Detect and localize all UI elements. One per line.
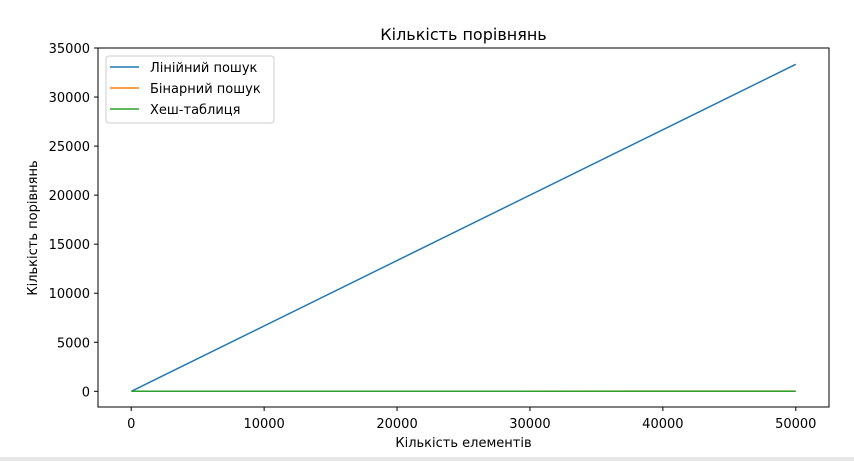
- y-tick-label: 15000: [49, 238, 90, 253]
- y-axis-ticks: 0 5000 10000 15000 20000 25000 30000 35000: [49, 42, 98, 400]
- x-tick-label: 40000: [642, 417, 683, 432]
- x-tick-label: 20000: [376, 417, 417, 432]
- x-tick-label: 10000: [243, 417, 284, 432]
- y-tick-label: 35000: [49, 42, 90, 57]
- y-tick-label: 0: [82, 385, 90, 400]
- y-tick-label: 30000: [49, 91, 90, 106]
- x-axis-ticks: 0 10000 20000 30000 40000 50000: [127, 407, 816, 432]
- x-tick-label: 30000: [509, 417, 550, 432]
- legend: Лінійний пошук Бінарний пошук Хеш-таблиця: [105, 55, 275, 124]
- legend-label: Бінарний пошук: [150, 82, 261, 97]
- legend-label: Хеш-таблиця: [150, 103, 240, 118]
- y-tick-label: 5000: [57, 336, 90, 351]
- y-axis-label: Кількість порівнянь: [26, 160, 41, 295]
- chart-title: Кількість порівнянь: [380, 25, 546, 44]
- x-tick-label: 0: [127, 417, 135, 432]
- x-tick-label: 50000: [775, 417, 816, 432]
- y-tick-label: 20000: [49, 189, 90, 204]
- window-bottom-edge: [0, 457, 854, 461]
- legend-label: Лінійний пошук: [150, 61, 258, 76]
- y-tick-label: 10000: [49, 287, 90, 302]
- series-line: [131, 63, 797, 392]
- series-lines: [131, 63, 797, 393]
- x-axis-label: Кількість елементів: [395, 436, 531, 451]
- plot-area-frame: [97, 47, 830, 408]
- y-tick-label: 25000: [49, 140, 90, 155]
- legend-box: [105, 55, 275, 124]
